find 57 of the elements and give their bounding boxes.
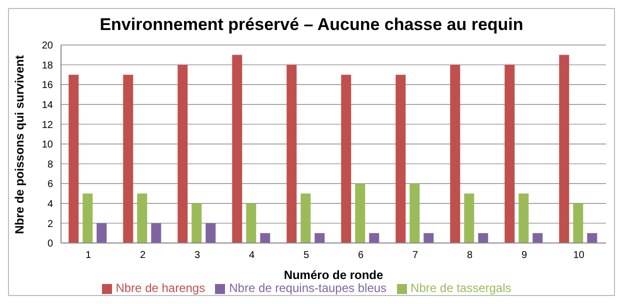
bar	[286, 64, 297, 243]
bar	[232, 54, 242, 243]
bar	[518, 194, 529, 243]
bar	[137, 194, 148, 243]
bar	[396, 74, 406, 243]
bar	[178, 64, 188, 243]
x-tick-label: 2	[140, 250, 146, 262]
y-tick-label: 0	[47, 238, 54, 250]
bar	[68, 74, 79, 243]
y-tick-label: 20	[42, 40, 54, 52]
y-tick-label: 4	[47, 198, 54, 210]
y-tick-label: 18	[42, 60, 54, 72]
x-tick-label: 3	[194, 250, 200, 262]
x-tick-label: 1	[85, 250, 92, 262]
x-axis-title: Numéro de ronde	[284, 268, 384, 282]
y-tick-label: 6	[47, 179, 54, 190]
bar	[478, 233, 488, 243]
bar	[123, 74, 134, 243]
y-tick-label: 16	[42, 80, 54, 92]
y-tick-label: 12	[42, 120, 54, 131]
legend-label: Nbre de requins-taupes bleus	[229, 281, 387, 295]
x-tick-label: 10	[573, 250, 585, 262]
bar	[424, 233, 434, 243]
bar	[532, 233, 543, 243]
x-tick-label: 4	[248, 250, 255, 262]
bar	[504, 64, 515, 243]
bar	[96, 223, 107, 243]
x-tick-label: 7	[412, 250, 418, 262]
bar	[341, 74, 352, 243]
bar	[314, 233, 325, 243]
bar	[587, 233, 598, 243]
bar	[464, 194, 474, 243]
bar	[246, 203, 256, 243]
bar	[573, 203, 584, 243]
x-tick-label: 8	[466, 250, 473, 262]
bar	[82, 194, 93, 243]
legend-label: Nbre de tassergals	[410, 281, 512, 295]
chart-title: Environnement préservé – Aucune chasse au requin	[98, 14, 524, 36]
bar	[192, 203, 202, 243]
bar	[559, 54, 570, 243]
bar	[410, 184, 420, 243]
bar	[450, 64, 460, 243]
bar	[206, 223, 216, 243]
x-tick-label: 9	[521, 250, 528, 262]
y-tick-label: 10	[42, 140, 54, 151]
x-tick-label: 5	[303, 250, 310, 262]
bar	[369, 233, 380, 243]
y-tick-label: 14	[42, 100, 54, 111]
bar	[300, 194, 311, 243]
legend-label: Nbre de harengs	[116, 281, 206, 295]
x-tick-label: 6	[358, 250, 364, 262]
bar	[355, 184, 366, 243]
bar	[151, 223, 162, 243]
y-axis-title: Nbre de poissons qui survivent	[12, 55, 26, 234]
y-tick-label: 8	[47, 159, 54, 170]
bar	[260, 233, 270, 243]
y-tick-label: 2	[47, 218, 54, 230]
